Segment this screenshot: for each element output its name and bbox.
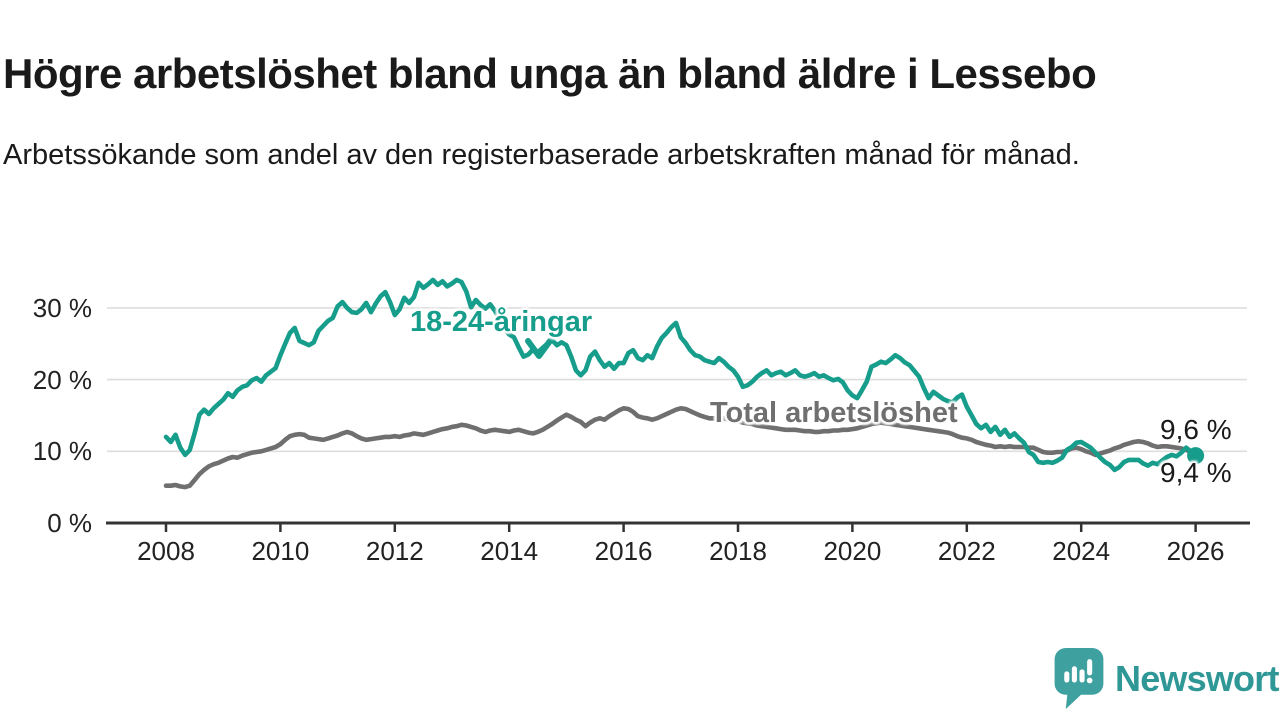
youth-series-line [163,277,1198,473]
x-tick-label: 2020 [823,536,882,566]
x-tick-label: 2026 [1166,536,1225,566]
chart-subtitle: Arbetssökande som andel av den registerb… [3,139,1080,171]
youth-end-value-label: 9,4 % [1160,457,1232,488]
x-tick-label: 2014 [480,536,539,566]
label-arrow-down-icon [525,338,553,359]
x-tick-label: 2018 [709,536,767,566]
page-title: Högre arbetslöshet bland unga än bland ä… [3,50,1097,98]
y-tick-label: 20 % [32,364,92,395]
y-tick-label: 0 % [47,508,92,538]
total-series-label: Total arbetslöshet [710,397,958,429]
speech-bubble-bar-chart-icon [1054,648,1104,709]
y-tick-label: 10 % [32,436,92,467]
x-tick-label: 2008 [137,536,195,566]
x-tick-label: 2010 [251,536,310,566]
x-tick-label: 2022 [937,536,996,566]
total-end-value-label: 9,6 % [1160,414,1232,445]
total-series-line [163,405,1198,490]
x-tick-label: 2016 [594,536,653,566]
x-tick-label: 2024 [1052,536,1111,566]
x-tick-label: 2012 [365,536,424,566]
youth-end-dot [1187,447,1205,465]
newsworthy-logo: Newsworthy [1054,648,1280,710]
y-tick-label: 30 % [32,292,92,323]
brand-name: Newsworthy [1115,658,1280,699]
youth-series-label: 18-24-åringar [410,306,593,338]
